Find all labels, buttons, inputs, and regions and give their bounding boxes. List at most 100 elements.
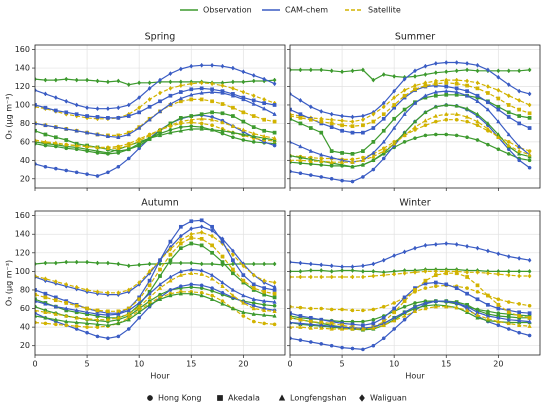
marker	[84, 146, 90, 151]
marker	[199, 224, 204, 230]
marker	[199, 283, 204, 288]
marker	[178, 90, 183, 94]
marker	[189, 63, 194, 69]
marker	[43, 301, 48, 306]
marker	[506, 254, 511, 260]
marker	[199, 243, 204, 248]
marker	[340, 307, 344, 312]
marker	[74, 112, 79, 117]
marker	[147, 283, 152, 288]
marker	[444, 92, 449, 97]
marker	[261, 106, 267, 111]
marker	[178, 128, 184, 133]
series-line	[35, 82, 275, 120]
marker	[178, 66, 183, 72]
marker	[329, 268, 334, 274]
marker	[116, 105, 121, 111]
marker	[361, 319, 365, 324]
panel-title: Winter	[399, 198, 430, 209]
marker	[381, 272, 386, 278]
marker	[371, 140, 376, 144]
marker	[319, 274, 324, 280]
marker	[412, 304, 418, 309]
marker	[199, 261, 204, 267]
marker	[496, 74, 501, 80]
marker	[465, 291, 469, 296]
marker	[168, 93, 173, 98]
marker	[402, 87, 407, 93]
marker	[116, 145, 121, 151]
marker	[475, 138, 480, 142]
marker	[298, 268, 303, 274]
marker	[241, 79, 246, 85]
marker	[360, 162, 366, 167]
marker	[496, 323, 501, 328]
series-line	[290, 281, 530, 326]
marker	[158, 258, 162, 263]
marker	[290, 157, 293, 163]
marker	[272, 291, 277, 296]
marker	[308, 117, 313, 122]
marker	[53, 279, 58, 285]
marker	[231, 114, 235, 118]
marker	[251, 78, 256, 84]
marker	[433, 298, 439, 303]
marker	[402, 295, 407, 300]
marker	[506, 103, 511, 107]
marker	[95, 115, 100, 119]
marker	[381, 128, 386, 133]
marker	[272, 308, 277, 314]
marker	[475, 80, 480, 86]
marker	[106, 336, 110, 341]
marker	[527, 165, 532, 170]
marker	[35, 307, 38, 313]
marker	[475, 283, 480, 288]
marker	[371, 261, 376, 267]
marker	[241, 293, 246, 298]
marker	[308, 315, 313, 320]
marker	[106, 260, 110, 266]
marker	[230, 306, 236, 311]
marker	[85, 330, 89, 335]
marker	[506, 68, 511, 74]
marker	[413, 269, 417, 275]
marker	[85, 306, 89, 311]
marker	[43, 291, 48, 296]
marker	[157, 132, 163, 138]
marker	[272, 111, 277, 116]
marker	[157, 296, 163, 301]
marker	[241, 314, 246, 318]
marker	[241, 69, 246, 75]
series-line	[290, 94, 530, 155]
marker	[475, 93, 480, 98]
marker	[262, 321, 267, 326]
marker	[475, 98, 480, 103]
marker	[251, 296, 256, 301]
marker	[433, 241, 438, 247]
marker	[475, 269, 480, 275]
legend-label: Akedala	[228, 394, 260, 403]
marker	[527, 152, 532, 157]
marker	[465, 135, 469, 140]
marker	[126, 114, 131, 118]
marker	[308, 267, 313, 273]
marker	[308, 274, 313, 280]
marker	[126, 82, 131, 88]
marker	[189, 291, 194, 296]
marker	[147, 135, 152, 140]
marker	[350, 308, 355, 313]
marker	[43, 321, 48, 326]
panel-title: Spring	[145, 32, 176, 43]
x-tick-label: 0	[32, 360, 37, 369]
marker	[423, 83, 428, 88]
marker	[116, 334, 121, 339]
marker	[464, 106, 470, 111]
series-line	[290, 90, 530, 163]
marker	[95, 174, 100, 178]
marker	[85, 105, 89, 111]
marker	[35, 298, 38, 303]
panel: 20 40 60 80 100 120 140 160 0 5 10 15 20 Autumn Hour O₃…	[5, 198, 286, 381]
marker	[105, 312, 111, 317]
marker	[43, 315, 48, 320]
marker	[319, 130, 324, 135]
